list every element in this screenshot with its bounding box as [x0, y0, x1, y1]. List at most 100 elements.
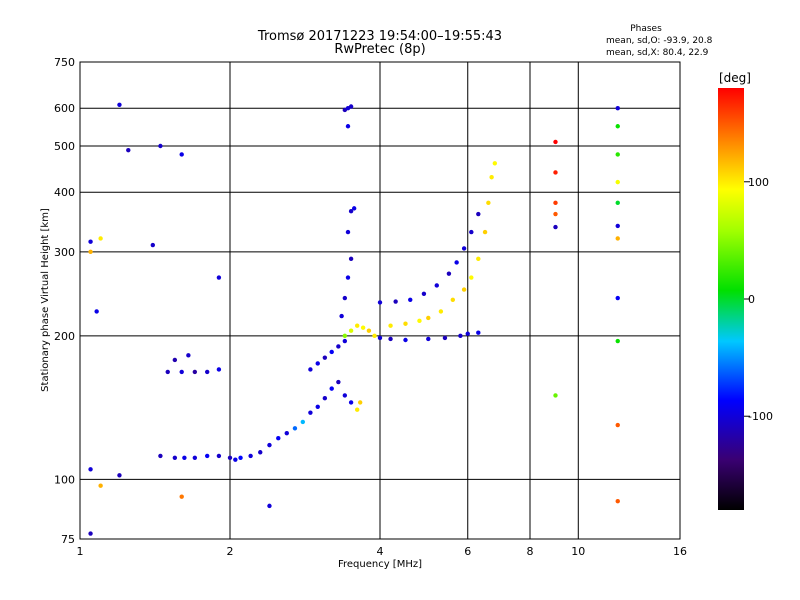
colorbar-tick-label: 0 — [748, 293, 755, 306]
data-point — [248, 453, 253, 459]
x-tick-label: 6 — [464, 545, 471, 558]
data-point — [408, 297, 413, 302]
data-point — [615, 200, 620, 206]
y-tick-label: 500 — [54, 140, 75, 153]
data-point — [348, 328, 354, 333]
data-point — [553, 393, 558, 398]
data-point — [216, 367, 222, 372]
data-point — [615, 338, 620, 344]
data-point — [308, 410, 313, 415]
data-point — [186, 353, 191, 358]
data-point — [329, 349, 334, 355]
data-point — [469, 229, 474, 235]
data-point — [342, 338, 348, 344]
data-point — [461, 246, 467, 251]
data-point — [393, 299, 398, 304]
data-point — [150, 242, 156, 248]
data-point — [354, 323, 360, 328]
data-point — [348, 400, 354, 405]
data-point — [615, 422, 620, 428]
data-point — [446, 271, 452, 276]
stats-o-line: mean, sd,O: -93.9, 20.8 — [606, 36, 713, 46]
y-tick-label: 75 — [61, 533, 75, 546]
data-point — [345, 124, 351, 129]
colorbar-ticks: 100 0 -100 — [744, 176, 773, 423]
data-point — [351, 206, 357, 211]
data-point — [348, 208, 354, 214]
data-point — [276, 436, 281, 441]
data-point — [553, 211, 558, 217]
chart-subtitle: RwPretec (8p) — [334, 42, 425, 57]
x-tick-label: 16 — [673, 545, 687, 558]
y-tick-label: 200 — [54, 330, 75, 343]
data-point — [615, 179, 620, 185]
colorbar — [718, 88, 744, 510]
data-point — [267, 442, 272, 448]
x-tick-label: 4 — [377, 545, 384, 558]
data-points — [88, 102, 620, 536]
x-axis-label: Frequency [MHz] — [338, 559, 422, 570]
data-point — [179, 494, 184, 499]
data-point — [204, 369, 210, 375]
data-point — [158, 143, 163, 149]
data-point — [172, 455, 178, 460]
data-point — [615, 499, 620, 504]
data-point — [182, 455, 187, 460]
colorbar-label: [deg] — [719, 71, 751, 85]
data-point — [469, 275, 474, 280]
data-point — [94, 309, 99, 314]
y-tick-label: 600 — [54, 102, 75, 115]
data-point — [403, 337, 408, 343]
data-point — [336, 344, 341, 349]
y-tick-label: 300 — [54, 246, 75, 259]
data-point — [366, 328, 372, 333]
data-point — [354, 407, 360, 412]
data-point — [454, 260, 459, 265]
data-point — [615, 236, 620, 241]
data-point — [179, 369, 184, 375]
data-point — [339, 313, 344, 319]
data-point — [615, 295, 620, 301]
data-point — [88, 467, 93, 472]
data-point — [486, 200, 491, 206]
data-point — [336, 379, 341, 385]
data-point — [117, 473, 122, 478]
data-point — [238, 455, 243, 460]
data-point — [348, 104, 354, 109]
data-point — [421, 291, 427, 296]
colorbar-tick-label: -100 — [748, 410, 773, 423]
data-point — [329, 386, 334, 391]
data-point — [88, 249, 93, 255]
data-point — [403, 321, 408, 326]
data-point — [158, 453, 163, 459]
data-point — [345, 275, 351, 280]
y-tick-label: 400 — [54, 186, 75, 199]
data-point — [426, 336, 431, 342]
data-point — [357, 400, 363, 405]
data-point — [434, 283, 439, 288]
data-point — [482, 229, 488, 235]
plot-frame — [79, 61, 681, 540]
data-point — [450, 297, 456, 302]
data-point — [322, 355, 328, 360]
data-point — [192, 455, 198, 460]
data-point — [461, 287, 467, 292]
data-point — [360, 325, 366, 330]
data-point — [372, 333, 377, 339]
data-point — [233, 457, 238, 462]
data-point — [476, 256, 481, 262]
data-point — [308, 367, 313, 372]
data-point — [98, 483, 103, 488]
y-tick-label: 100 — [54, 473, 75, 486]
data-point — [426, 315, 431, 321]
data-point — [553, 200, 558, 206]
data-point — [615, 124, 620, 129]
data-point — [165, 369, 170, 375]
x-tick-label: 2 — [227, 545, 234, 558]
data-point — [88, 531, 93, 536]
data-point — [465, 331, 470, 336]
x-tick-label: 10 — [571, 545, 585, 558]
data-point — [284, 430, 289, 436]
data-point — [258, 450, 263, 455]
stats-heading: Phases — [630, 24, 662, 34]
